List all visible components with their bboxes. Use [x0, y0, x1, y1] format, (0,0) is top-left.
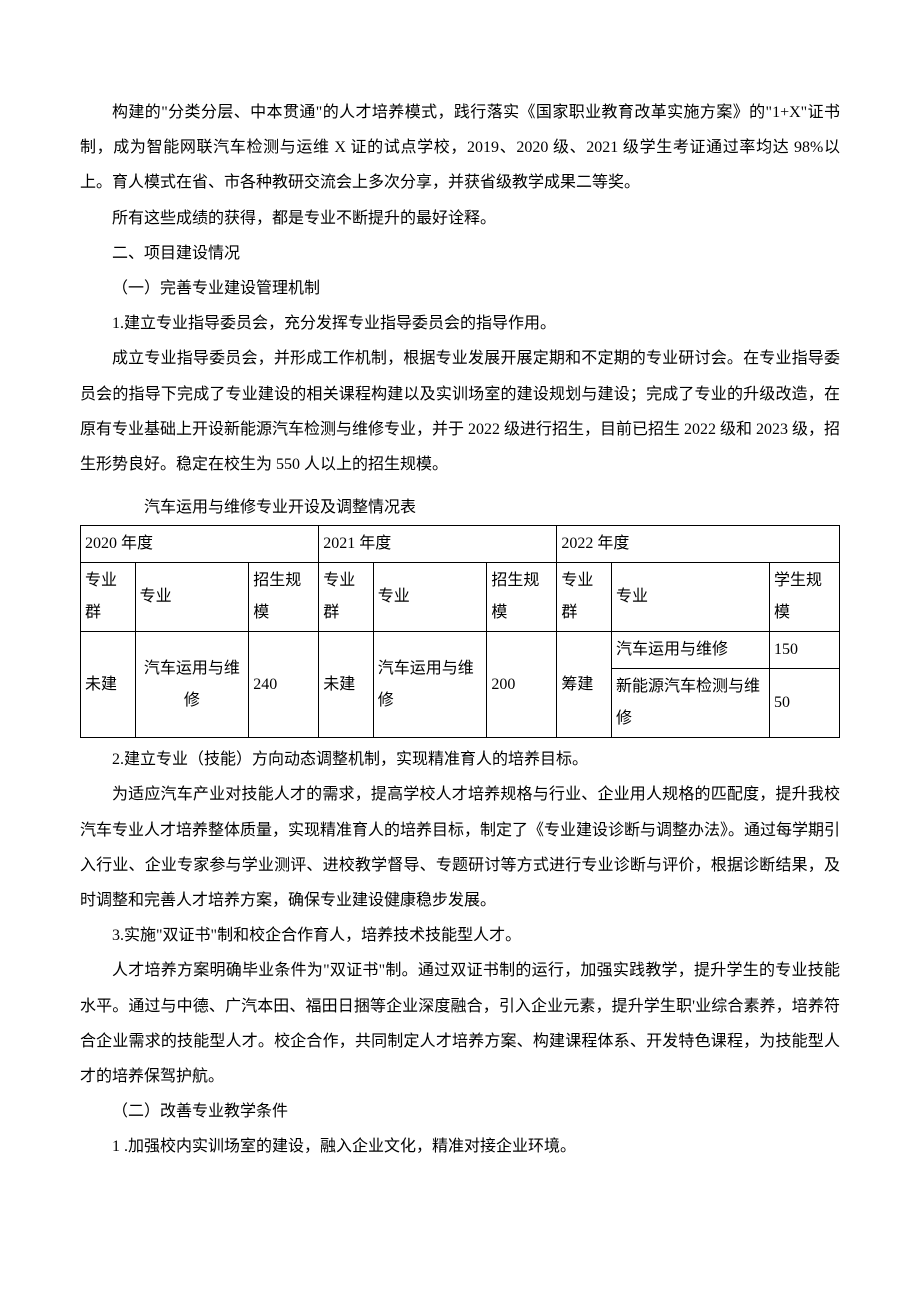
paragraph-item-2: 2.建立专业（技能）方向动态调整机制，实现精准育人的培养目标。 — [80, 742, 840, 777]
paragraph-item-3: 3.实施"双证书"制和校企合作育人，培养技术技能型人才。 — [80, 918, 840, 953]
subheader-major-3: 专业 — [611, 563, 769, 632]
cell-2021-scale: 200 — [487, 632, 557, 738]
subheader-scale-3: 学生规模 — [769, 563, 839, 632]
cell-2020-scale: 240 — [249, 632, 319, 738]
subheader-group-1: 专业群 — [81, 563, 136, 632]
cell-2022-scale-2: 50 — [769, 669, 839, 738]
cell-2021-major: 汽车运用与维修 — [373, 632, 487, 738]
paragraph-intro-1: 构建的"分类分层、中本贯通"的人才培养模式，践行落实《国家职业教育改革实施方案》… — [80, 95, 840, 201]
cell-2020-major: 汽车运用与维修 — [135, 632, 249, 738]
cell-2022-major-2: 新能源汽车检测与维修 — [611, 669, 769, 738]
paragraph-body-1: 成立专业指导委员会，并形成工作机制，根据专业发展开展定期和不定期的专业研讨会。在… — [80, 341, 840, 482]
paragraph-item-1: 1.建立专业指导委员会，充分发挥专业指导委员会的指导作用。 — [80, 306, 840, 341]
year-2020-header: 2020 年度 — [81, 526, 319, 563]
year-2022-header: 2022 年度 — [557, 526, 840, 563]
table-row-subheaders: 专业群 专业 招生规模 专业群 专业 招生规模 专业群 专业 学生规模 — [81, 563, 840, 632]
subheader-scale-2: 招生规模 — [487, 563, 557, 632]
adjustment-table: 2020 年度 2021 年度 2022 年度 专业群 专业 招生规模 专业群 … — [80, 525, 840, 738]
heading-section-2: 二、项目建设情况 — [80, 236, 840, 271]
subheader-scale-1: 招生规模 — [249, 563, 319, 632]
table-caption: 汽车运用与维修专业开设及调整情况表 — [80, 490, 840, 525]
cell-2022-group: 筹建 — [557, 632, 612, 738]
paragraph-body-3: 人才培养方案明确毕业条件为"双证书"制。通过双证书制的运行，加强实践教学，提升学… — [80, 953, 840, 1094]
subheader-group-2: 专业群 — [319, 563, 374, 632]
cell-2021-group: 未建 — [319, 632, 374, 738]
paragraph-body-2: 为适应汽车产业对技能人才的需求，提高学校人才培养规格与行业、企业用人规格的匹配度… — [80, 777, 840, 918]
subheader-major-1: 专业 — [135, 563, 249, 632]
paragraph-item-2-2-1: 1 .加强校内实训场室的建设，融入企业文化，精准对接企业环境。 — [80, 1129, 840, 1164]
cell-2022-scale-1: 150 — [769, 632, 839, 669]
heading-section-2-2: （二）改善专业教学条件 — [80, 1094, 840, 1129]
heading-section-2-1: （一）完善专业建设管理机制 — [80, 271, 840, 306]
paragraph-intro-2: 所有这些成绩的获得，都是专业不断提升的最好诠释。 — [80, 201, 840, 236]
cell-2022-major-1: 汽车运用与维修 — [611, 632, 769, 669]
subheader-major-2: 专业 — [373, 563, 487, 632]
table-row-years: 2020 年度 2021 年度 2022 年度 — [81, 526, 840, 563]
year-2021-header: 2021 年度 — [319, 526, 557, 563]
table-row-data-1: 未建 汽车运用与维修 240 未建 汽车运用与维修 200 筹建 汽车运用与维修… — [81, 632, 840, 669]
subheader-group-3: 专业群 — [557, 563, 612, 632]
cell-2020-group: 未建 — [81, 632, 136, 738]
